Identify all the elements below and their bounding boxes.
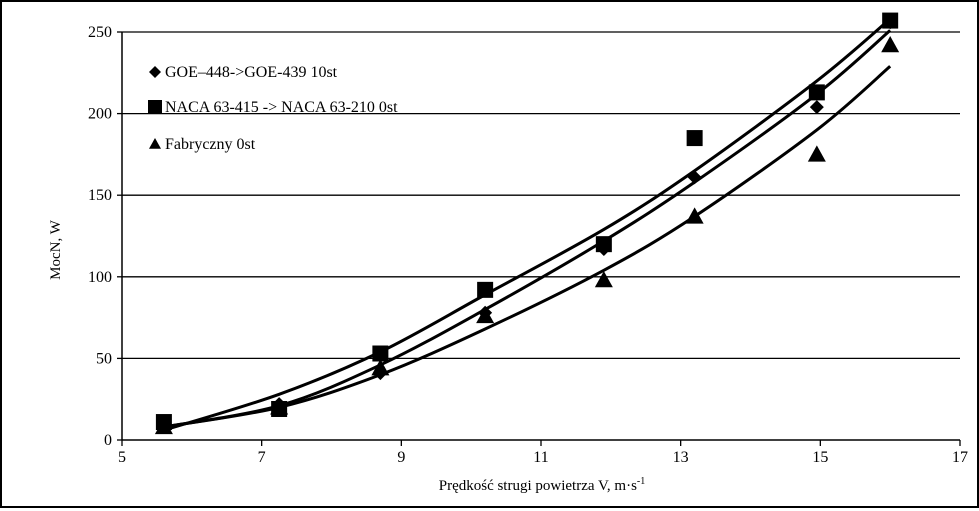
data-point-triangle-0 — [154, 417, 173, 435]
x-tick-label-15: 15 — [812, 449, 828, 466]
x-tick-label-7: 7 — [258, 449, 266, 466]
data-point-square-3 — [477, 281, 494, 298]
data-point-triangle-7 — [881, 36, 900, 53]
legend-label-diamond: GOE–448->GOE-439 10st — [165, 64, 338, 81]
data-point-square-5 — [686, 130, 703, 147]
data-point-diamond-5 — [687, 170, 702, 185]
legend-label-square: NACA 63-415 -> NACA 63-210 0st — [165, 99, 398, 116]
x-axis-title-exponent: -1 — [637, 476, 645, 487]
data-point-square-4 — [595, 236, 612, 253]
legend-marker-diamond — [149, 66, 161, 78]
y-axis-title: MocN, W — [48, 219, 64, 280]
data-point-triangle-6 — [807, 145, 826, 162]
data-point-square-6 — [808, 84, 825, 101]
legend-marker-square — [148, 100, 162, 114]
data-point-triangle-5 — [685, 207, 704, 224]
x-tick-label-17: 17 — [952, 449, 968, 466]
x-tick-label-5: 5 — [118, 449, 126, 466]
y-tick-label-100: 100 — [88, 269, 112, 286]
legend: GOE–448->GOE-439 10st NACA 63-415 -> NACA… — [148, 64, 398, 153]
legend-label-triangle: Fabryczny 0st — [165, 136, 256, 153]
trend-line-diamond — [163, 29, 892, 429]
y-tick-label-200: 200 — [88, 106, 112, 123]
axes — [117, 31, 961, 446]
x-axis-title: Prędkość strugi powietrza V, m·s-1 — [439, 476, 646, 494]
data-point-triangle-1 — [270, 398, 289, 415]
x-tick-label-9: 9 — [397, 449, 405, 466]
trend-lines — [163, 17, 892, 432]
y-tick-label-50: 50 — [96, 350, 112, 367]
trend-line-square — [163, 17, 892, 432]
data-points — [154, 12, 900, 435]
y-tick-label-250: 250 — [88, 24, 112, 41]
legend-marker-triangle — [149, 138, 161, 149]
data-point-square-7 — [882, 12, 899, 29]
grid-lines — [122, 31, 960, 360]
data-point-triangle-3 — [476, 306, 495, 324]
tick-labels: 0 50 100 150 200 250 5 7 9 11 13 15 17 — [88, 24, 968, 466]
data-point-triangle-4 — [594, 271, 613, 288]
data-point-square-2 — [372, 345, 389, 362]
x-tick-label-11: 11 — [533, 449, 548, 466]
data-point-triangle-2 — [371, 359, 390, 376]
x-tick-label-13: 13 — [673, 449, 689, 466]
y-tick-label-0: 0 — [104, 432, 112, 449]
data-point-diamond-6 — [809, 100, 824, 115]
y-tick-label-150: 150 — [88, 187, 112, 204]
trend-line-triangle — [163, 65, 892, 429]
x-axis-title-main: Prędkość strugi powietrza V, m·s — [439, 478, 637, 494]
